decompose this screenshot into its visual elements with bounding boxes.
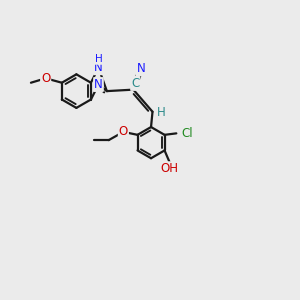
Text: N: N: [94, 61, 103, 74]
Text: O: O: [119, 125, 128, 138]
Text: H: H: [156, 106, 165, 119]
Text: OH: OH: [161, 162, 179, 175]
Text: Cl: Cl: [181, 127, 193, 140]
Text: N: N: [94, 78, 103, 91]
Text: H: H: [94, 54, 102, 64]
Text: N: N: [136, 62, 146, 75]
Text: O: O: [41, 72, 50, 85]
Text: C: C: [131, 77, 140, 90]
